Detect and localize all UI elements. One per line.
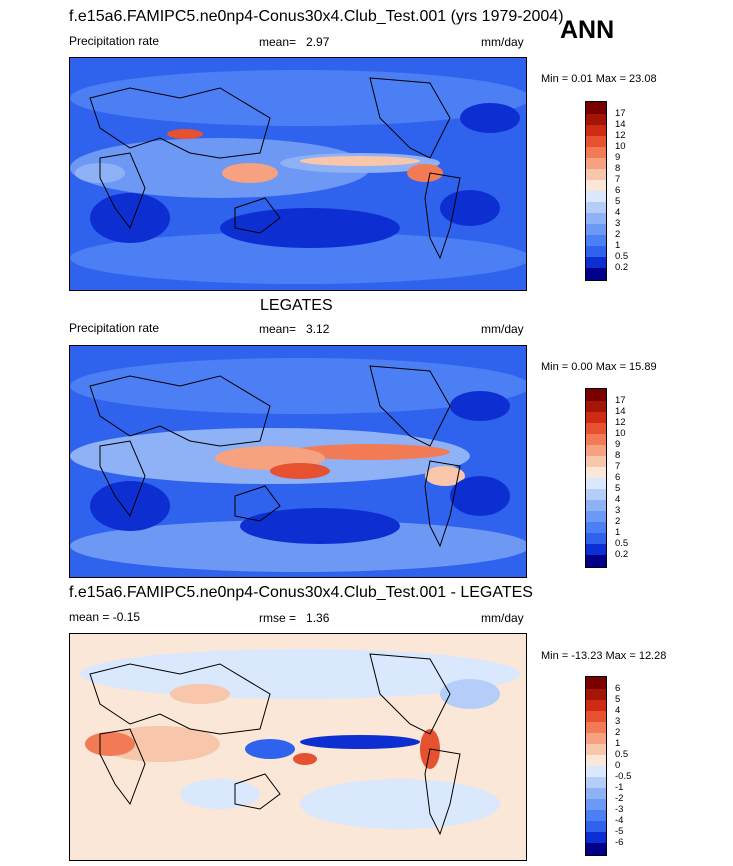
panel2-mean-value: 3.12 [306, 322, 330, 336]
panel3-cbar-label: 3 [615, 716, 621, 727]
panel3-cbar-label: 0.5 [615, 749, 629, 760]
panel3-title: f.e15a6.FAMIPC5.ne0np4-Conus30x4.Club_Te… [69, 584, 533, 601]
panel1-colorbar: 17 14 12 10 9 8 7 6 5 4 3 2 1 0.5 0.2 [585, 101, 628, 281]
panel2-cbar-label: 0.2 [615, 549, 629, 560]
panel3-cbar-label: 4 [615, 705, 621, 716]
panel1-cbar-label: 0.5 [615, 251, 629, 262]
panel2-cbar-label: 1 [615, 527, 621, 538]
panel1-cbar-label: 4 [615, 207, 621, 218]
panel1-cbar-label: 6 [615, 185, 621, 196]
panel3-cbar-label: -2 [615, 793, 624, 804]
panel2-cbar-label: 17 [615, 395, 626, 406]
panel1-cbar-label: 7 [615, 174, 621, 185]
panel3-colorbar-swatches [585, 676, 607, 856]
panel2-colorbar: 17 14 12 10 9 8 7 6 5 4 3 2 1 0.5 0.2 [585, 388, 628, 568]
panel2-cbar-label: 14 [615, 406, 626, 417]
panel3-cbar-label: 5 [615, 694, 621, 705]
panel3-mean: mean = -0.15 [69, 610, 141, 624]
panel2-cbar-label: 6 [615, 472, 621, 483]
panel1-model-precip-map [69, 57, 527, 291]
panel1-variable-label: Precipitation rate [69, 34, 160, 48]
panel2-cbar-label: 9 [615, 439, 621, 450]
panel1-cbar-label: 2 [615, 229, 621, 240]
panel3-cbar-label: -4 [615, 815, 624, 826]
panel1-cbar-label: 14 [615, 119, 626, 130]
panel3-difference-map [69, 633, 527, 861]
panel1-colorbar-swatches [585, 101, 607, 281]
panel2-legates-precip-map [69, 345, 527, 578]
season-label: ANN [560, 16, 615, 44]
panel1-cbar-label: 17 [615, 108, 626, 119]
panel3-colorbar: 6 5 4 3 2 1 0.5 0 -0.5 -1 -2 -3 -4 -5 -6 [585, 676, 631, 856]
panel3-rmse-label: rmse = 1.36 [259, 611, 330, 625]
panel3-rmse-value: 1.36 [306, 611, 330, 625]
panel1-minmax: Min = 0.01 Max = 23.08 [541, 73, 657, 85]
panel2-cbar-label: 0.5 [615, 538, 629, 549]
panel2-cbar-label: 2 [615, 516, 621, 527]
panel2-cbar-label: 7 [615, 461, 621, 472]
panel1-mean-value: 2.97 [306, 35, 330, 49]
panel1-cbar-label: 8 [615, 163, 621, 174]
panel1-cbar-label: 5 [615, 196, 621, 207]
panel2-title: LEGATES [260, 297, 333, 314]
panel3-cbar-label: -5 [615, 826, 624, 837]
panel3-cbar-label: -1 [615, 782, 624, 793]
panel2-cbar-label: 5 [615, 483, 621, 494]
panel2-cbar-label: 10 [615, 428, 626, 439]
panel2-cbar-label: 12 [615, 417, 626, 428]
panel2-cbar-label: 3 [615, 505, 621, 516]
panel2-colorbar-swatches [585, 388, 607, 568]
panel3-cbar-label: 2 [615, 727, 621, 738]
panel1-cbar-label: 10 [615, 141, 626, 152]
panel3-units: mm/day [481, 611, 524, 625]
panel2-cbar-label: 4 [615, 494, 621, 505]
panel3-cbar-label: 6 [615, 683, 621, 694]
panel3-cbar-label: 0 [615, 760, 621, 771]
panel1-mean-label: mean= 2.97 [259, 35, 330, 49]
panel2-units: mm/day [481, 322, 524, 336]
panel2-cbar-label: 8 [615, 450, 621, 461]
panel1-units: mm/day [481, 35, 524, 49]
panel3-minmax: Min = -13.23 Max = 12.28 [541, 650, 667, 662]
panel1-cbar-label: 1 [615, 240, 621, 251]
panel2-mean-label: mean= 3.12 [259, 322, 330, 336]
panel1-cbar-label: 3 [615, 218, 621, 229]
panel1-title: f.e15a6.FAMIPC5.ne0np4-Conus30x4.Club_Te… [69, 8, 564, 25]
panel1-cbar-label: 12 [615, 130, 626, 141]
panel3-cbar-label: -6 [615, 837, 624, 848]
panel2-variable-label: Precipitation rate [69, 321, 160, 335]
panel2-minmax: Min = 0.00 Max = 15.89 [541, 361, 657, 373]
panel1-cbar-label: 9 [615, 152, 621, 163]
panel3-cbar-label: -3 [615, 804, 624, 815]
panel3-cbar-label: -0.5 [615, 771, 632, 782]
panel1-cbar-label: 0.2 [615, 262, 629, 273]
panel3-cbar-label: 1 [615, 738, 621, 749]
